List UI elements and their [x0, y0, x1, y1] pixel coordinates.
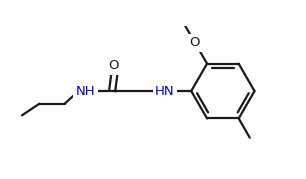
Text: O: O	[108, 59, 119, 72]
Text: O: O	[190, 36, 200, 49]
Text: HN: HN	[155, 85, 175, 98]
Text: NH: NH	[76, 85, 95, 98]
